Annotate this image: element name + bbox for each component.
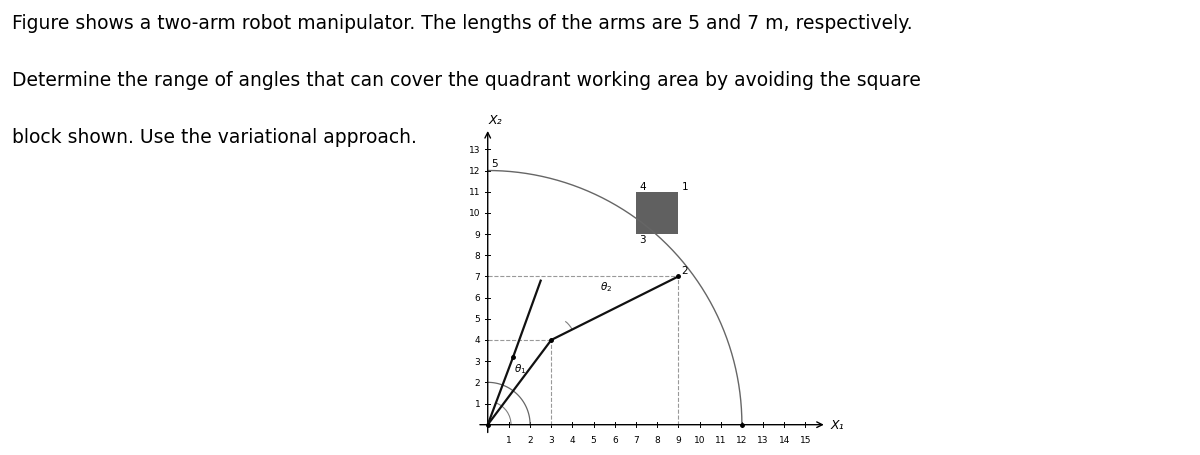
Text: 2: 2 — [682, 266, 688, 276]
Text: 7: 7 — [634, 435, 638, 445]
Text: 9: 9 — [474, 230, 480, 239]
Text: 11: 11 — [469, 188, 480, 197]
Text: 3: 3 — [474, 357, 480, 366]
Text: $\theta_1$: $\theta_1$ — [515, 362, 527, 376]
Text: 3: 3 — [640, 234, 646, 244]
Text: 1: 1 — [506, 435, 511, 445]
Text: 6: 6 — [474, 293, 480, 303]
Text: 2: 2 — [527, 435, 533, 445]
Text: Figure shows a two-arm robot manipulator. The lengths of the arms are 5 and 7 m,: Figure shows a two-arm robot manipulator… — [12, 14, 913, 33]
Bar — [636, 192, 678, 234]
Text: 12: 12 — [737, 435, 748, 445]
Text: 15: 15 — [799, 435, 811, 445]
Text: 11: 11 — [715, 435, 726, 445]
Text: 7: 7 — [474, 273, 480, 281]
Text: 13: 13 — [469, 146, 480, 155]
Text: 5: 5 — [474, 314, 480, 324]
Text: 10: 10 — [694, 435, 706, 445]
Text: Determine the range of angles that can cover the quadrant working area by avoidi: Determine the range of angles that can c… — [12, 71, 920, 90]
Text: 4: 4 — [570, 435, 575, 445]
Text: 13: 13 — [757, 435, 769, 445]
Text: $\theta_2$: $\theta_2$ — [600, 279, 612, 293]
Text: 5: 5 — [590, 435, 596, 445]
Text: 1: 1 — [474, 399, 480, 408]
Text: X₁: X₁ — [830, 418, 845, 431]
Text: 1: 1 — [682, 181, 688, 191]
Text: 10: 10 — [469, 209, 480, 218]
Text: 3: 3 — [548, 435, 554, 445]
Text: X₂: X₂ — [488, 114, 502, 127]
Text: 8: 8 — [474, 251, 480, 260]
Text: 9: 9 — [676, 435, 682, 445]
Text: 5: 5 — [491, 159, 498, 169]
Text: 2: 2 — [475, 378, 480, 387]
Text: 4: 4 — [475, 336, 480, 345]
Text: 6: 6 — [612, 435, 618, 445]
Text: 12: 12 — [469, 167, 480, 176]
Text: 8: 8 — [654, 435, 660, 445]
Text: block shown. Use the variational approach.: block shown. Use the variational approac… — [12, 127, 416, 147]
Text: 14: 14 — [779, 435, 790, 445]
Text: 4: 4 — [640, 181, 646, 191]
